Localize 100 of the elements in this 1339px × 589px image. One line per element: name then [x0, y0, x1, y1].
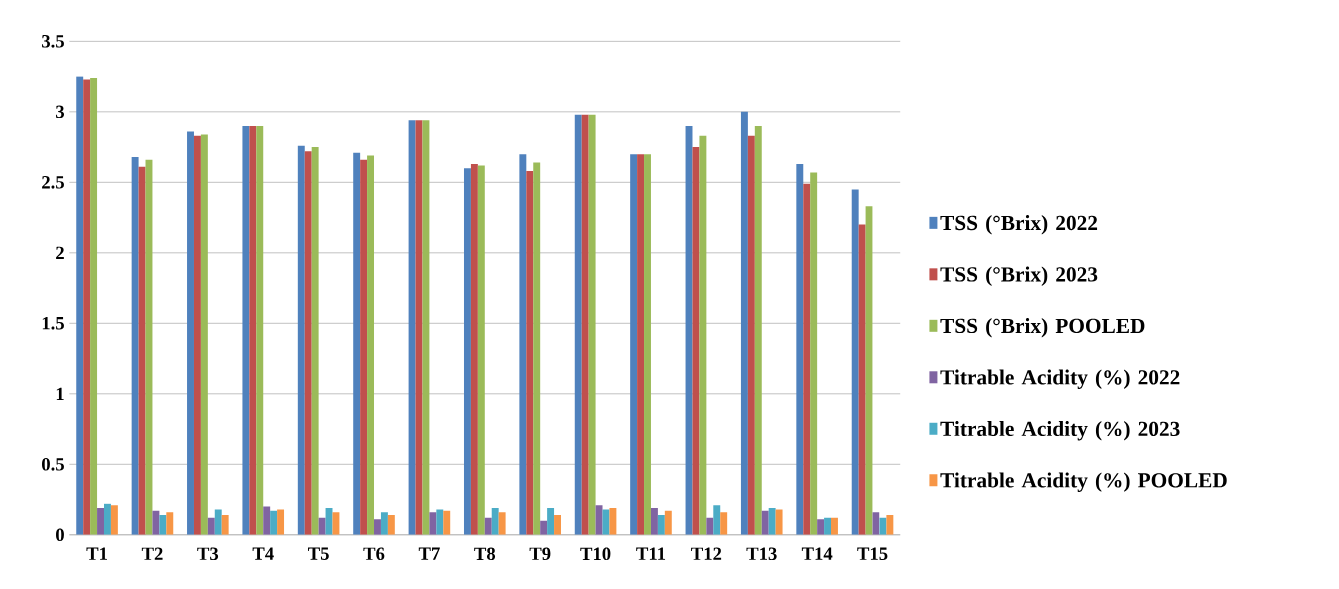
- x-tick-label: T11: [636, 547, 666, 560]
- bar: [796, 163, 804, 535]
- x-tick-label: T13: [746, 547, 777, 560]
- legend-label: TSS (°Brix) POOLED: [940, 317, 1145, 338]
- bar: [207, 517, 215, 535]
- x-tick-label: T1: [86, 547, 107, 560]
- bar: [713, 504, 721, 535]
- bar: [526, 170, 534, 535]
- bar: [588, 114, 596, 535]
- bar: [193, 135, 201, 535]
- bar: [367, 155, 375, 535]
- bar: [533, 162, 541, 535]
- y-tick-label: 2: [56, 246, 64, 259]
- x-tick-label: T10: [580, 547, 611, 560]
- bar: [657, 514, 665, 535]
- y-tick-label: 0.5: [42, 457, 64, 471]
- bar: [221, 514, 229, 535]
- bar: [318, 517, 326, 535]
- bar: [803, 183, 811, 535]
- bar: [387, 514, 395, 535]
- bar: [152, 510, 160, 535]
- x-tick-label: T5: [308, 547, 329, 560]
- bar: [650, 507, 658, 535]
- bar: [768, 507, 776, 535]
- bar: [817, 519, 825, 535]
- x-tick-label: T3: [197, 547, 219, 560]
- bar: [706, 517, 714, 535]
- x-tick-label: T9: [529, 547, 551, 560]
- bar: [408, 120, 416, 535]
- bar: [304, 151, 312, 535]
- bar: [256, 125, 264, 535]
- bar: [664, 510, 672, 535]
- bar: [90, 77, 98, 535]
- bar: [436, 509, 444, 535]
- bar: [249, 125, 257, 535]
- bar: [103, 503, 111, 535]
- bar: [720, 512, 728, 535]
- x-tick-label: T8: [474, 547, 496, 560]
- bar: [699, 135, 707, 535]
- bar: [754, 125, 762, 535]
- bar: [824, 517, 832, 535]
- bar: [761, 510, 769, 535]
- x-tick-label: T6: [363, 547, 385, 560]
- bar: [270, 510, 278, 535]
- bar: [775, 509, 783, 535]
- bar: [138, 166, 146, 535]
- bar: [498, 512, 506, 535]
- bar: [851, 189, 859, 535]
- bar: [740, 111, 748, 535]
- bar: [519, 153, 527, 535]
- bar: [374, 519, 381, 535]
- bar: [242, 125, 250, 535]
- y-tick-label: 3: [56, 105, 65, 118]
- bar: [581, 114, 589, 535]
- bar: [297, 145, 305, 535]
- bar: [422, 120, 430, 535]
- bar: [831, 517, 838, 535]
- bar: [380, 512, 388, 535]
- legend-label: TSS (°Brix) 2023: [940, 266, 1098, 286]
- legend-label: TSS (°Brix) 2022: [940, 214, 1098, 235]
- bar: [886, 514, 894, 535]
- x-tick-label: T14: [801, 547, 833, 560]
- bar: [277, 509, 285, 535]
- bar: [166, 512, 174, 535]
- bar: [630, 153, 638, 535]
- bar: [110, 504, 118, 535]
- x-tick-label: T4: [252, 547, 274, 560]
- bar: [200, 134, 208, 535]
- bar: [97, 507, 104, 535]
- bar: [360, 159, 368, 535]
- bar: [187, 131, 194, 535]
- bar: [609, 507, 617, 535]
- y-tick-label: 2.5: [42, 175, 64, 189]
- y-tick-label: 1.5: [42, 316, 64, 330]
- bar: [429, 512, 437, 535]
- bar: [159, 514, 167, 535]
- bar: [470, 163, 478, 535]
- bar: [76, 76, 84, 535]
- bar: [491, 507, 499, 535]
- bar: [692, 146, 700, 535]
- x-tick-label: T2: [141, 547, 163, 560]
- bar: [574, 114, 582, 535]
- bar: [879, 517, 887, 535]
- bar: [332, 512, 340, 535]
- bar: [644, 153, 651, 535]
- bar: [311, 146, 319, 535]
- bar: [131, 156, 139, 535]
- legend-label: Titrable Acidity (%) 2022: [940, 369, 1180, 389]
- bar: [484, 517, 492, 535]
- x-tick-label: T15: [857, 547, 888, 560]
- bar: [554, 514, 561, 535]
- x-tick-label: T12: [691, 547, 722, 560]
- bar: [263, 506, 271, 535]
- y-tick-label: 0: [56, 528, 64, 541]
- bar: [214, 509, 222, 535]
- bar: [443, 510, 451, 535]
- bar: [637, 153, 645, 535]
- bar: [595, 504, 603, 535]
- bar: [810, 172, 818, 535]
- bar: [477, 165, 485, 535]
